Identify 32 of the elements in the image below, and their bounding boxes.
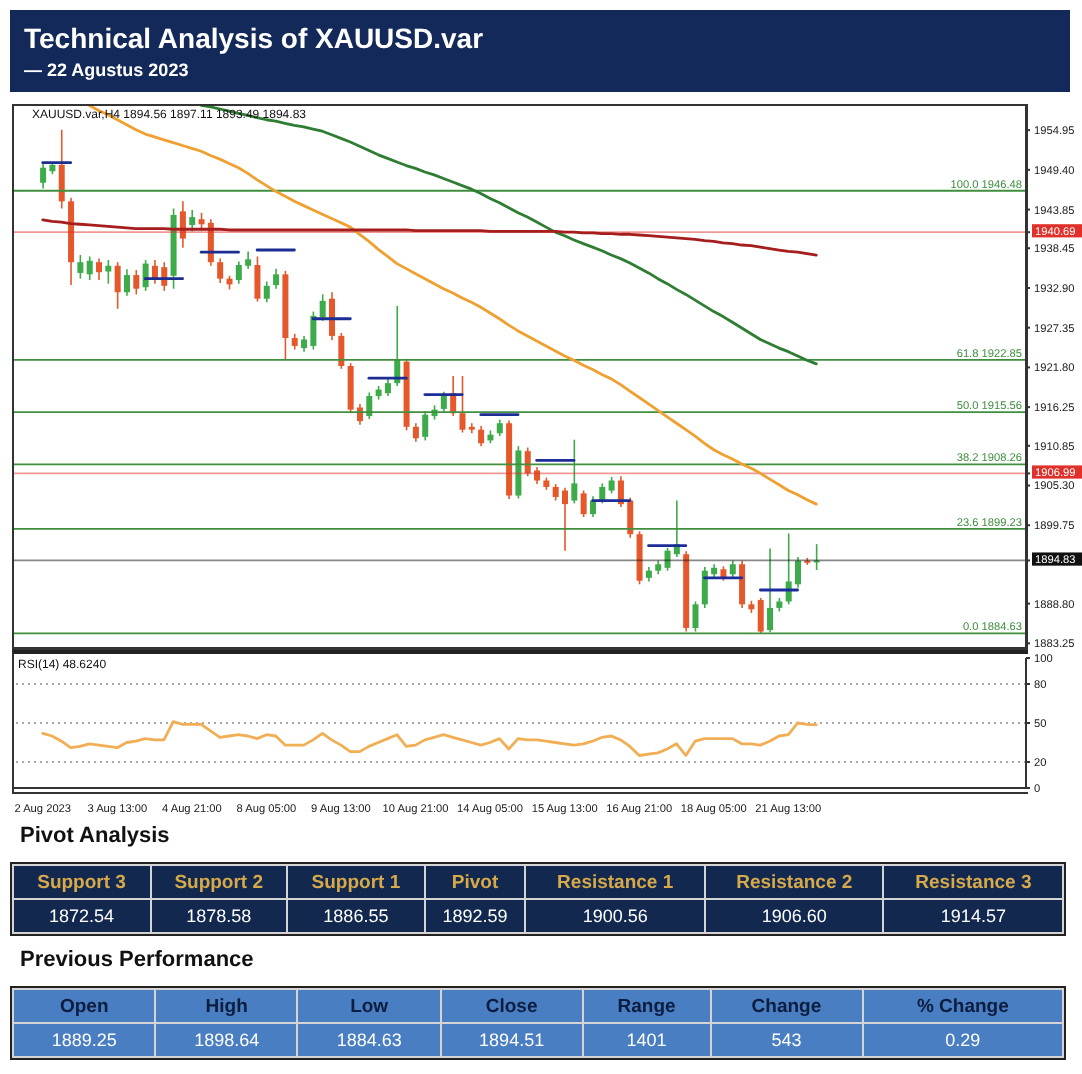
- data-label: 1894.51: [441, 1024, 582, 1056]
- category-label: Support 2: [174, 871, 264, 893]
- data-label: 1914.57: [884, 900, 1062, 932]
- category-label: Change: [751, 995, 822, 1017]
- category-label: Support 1: [311, 871, 401, 893]
- data-label: 543: [711, 1024, 862, 1056]
- data-label: 1884.63: [298, 1024, 440, 1056]
- category-label: Resistance 1: [557, 871, 674, 893]
- chart-title: Technical Analysis of XAUUSD.var: [24, 22, 484, 54]
- text: Pivot Analysis: [20, 824, 170, 848]
- category-label: % Change: [916, 995, 1009, 1017]
- category-label: Resistance 3: [915, 871, 1032, 893]
- category-label: Low: [350, 995, 389, 1017]
- category-label: Support 3: [37, 871, 126, 893]
- data-label: 1900.56: [526, 900, 704, 932]
- category-label: Range: [617, 995, 676, 1017]
- category-label: Resistance 2: [736, 871, 853, 893]
- text: Previous Performance: [20, 948, 254, 972]
- data-label: 1898.64: [156, 1024, 297, 1056]
- category-label: Pivot: [451, 871, 499, 893]
- data-label: 0.29: [863, 1024, 1062, 1056]
- data-label: 1906.60: [705, 900, 883, 932]
- data-label: 1878.58: [151, 900, 287, 932]
- category-label: High: [205, 995, 248, 1017]
- data-label: 1872.54: [14, 900, 150, 932]
- category-label: Open: [59, 995, 109, 1017]
- data-label: 1889.25: [14, 1024, 155, 1056]
- data-label: 1401: [583, 1024, 710, 1056]
- data-label: 1886.55: [288, 900, 424, 932]
- category-label: Close: [485, 995, 538, 1017]
- data-label: 1892.59: [425, 900, 525, 932]
- chart-subtitle: — 22 Agustus 2023: [24, 60, 189, 80]
